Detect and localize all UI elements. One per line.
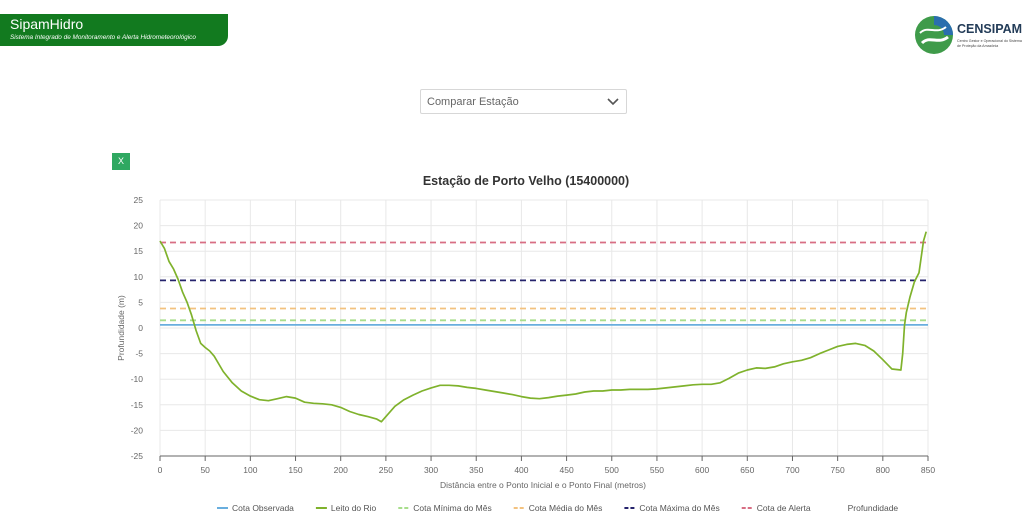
- x-tick-label: 50: [200, 465, 210, 475]
- x-tick-label: 550: [650, 465, 664, 475]
- legend-label: Cota Observada: [232, 503, 294, 513]
- chart-title: Estação de Porto Velho (15400000): [423, 174, 629, 188]
- legend-item[interactable]: Cota Média do Mês: [513, 503, 603, 513]
- legend-item[interactable]: Cota Mínima do Mês: [398, 503, 492, 513]
- x-tick-label: 500: [605, 465, 619, 475]
- x-tick-label: 300: [424, 465, 438, 475]
- x-axis-label: Distância entre o Ponto Inicial e o Pont…: [440, 480, 646, 490]
- legend-label: Cota Mínima do Mês: [413, 503, 491, 513]
- x-tick-label: 850: [921, 465, 935, 475]
- x-tick-label: 450: [559, 465, 573, 475]
- legend-label: Cota Média do Mês: [529, 503, 603, 513]
- legend-item[interactable]: Leito do Rio: [315, 503, 377, 513]
- y-tick-label: 15: [134, 246, 144, 256]
- x-tick-label: 0: [158, 465, 163, 475]
- compare-station-select[interactable]: Comparar Estação: [420, 89, 627, 114]
- y-tick-label: 25: [134, 195, 144, 205]
- logo-name: CENSIPAM: [957, 22, 1023, 36]
- y-tick-label: 10: [134, 272, 144, 282]
- x-tick-label: 350: [469, 465, 483, 475]
- logo-tagline: Centro Gestor e Operacional do Sistema d…: [957, 39, 1022, 48]
- legend-item[interactable]: Cota Máxima do Mês: [624, 503, 720, 513]
- chart-series: [159, 231, 928, 423]
- x-tick-label: 100: [243, 465, 257, 475]
- series-line-leito-do-rio: [159, 231, 928, 423]
- censipam-logo: CENSIPAM Centro Gestor e Operacional do …: [914, 14, 1024, 58]
- legend-label: Leito do Rio: [331, 503, 377, 513]
- x-tick-label: 650: [740, 465, 754, 475]
- y-tick-label: -10: [131, 374, 144, 384]
- y-tick-label: -20: [131, 425, 144, 435]
- app-brand-banner: SipamHidro Sistema Integrado de Monitora…: [0, 14, 228, 46]
- x-tick-label: 700: [785, 465, 799, 475]
- censipam-logo-icon: [915, 16, 953, 54]
- x-tick-label: 800: [876, 465, 890, 475]
- compare-station-placeholder: Comparar Estação: [427, 96, 519, 108]
- close-chart-button[interactable]: X: [112, 153, 130, 170]
- legend-item[interactable]: Cota Observada: [217, 503, 294, 513]
- legend-label: Cota de Alerta: [757, 503, 811, 513]
- chevron-down-icon: [607, 98, 619, 106]
- chart-legend: Cota Observada Leito do Rio Cota Mínima do…: [217, 503, 898, 513]
- x-tick-label: 400: [514, 465, 528, 475]
- legend-item[interactable]: Profundidade: [848, 503, 899, 513]
- legend-label: Cota Máxima do Mês: [639, 503, 719, 513]
- app-title: SipamHidro: [10, 16, 84, 32]
- legend-item[interactable]: Cota de Alerta: [741, 503, 811, 513]
- y-tick-label: 20: [134, 221, 144, 231]
- chart-grid: [159, 199, 929, 457]
- app-subtitle: Sistema Integrado de Monitoramento e Ale…: [10, 34, 196, 41]
- legend-label: Profundidade: [848, 503, 899, 513]
- y-tick-label: 5: [138, 297, 143, 307]
- y-tick-label: -25: [131, 451, 144, 461]
- x-tick-label: 200: [334, 465, 348, 475]
- x-tick-label: 250: [379, 465, 393, 475]
- y-tick-label: -15: [131, 400, 144, 410]
- x-tick-label: 600: [695, 465, 709, 475]
- y-tick-label: -5: [135, 349, 143, 359]
- y-axis-label: Profundidade (m): [116, 295, 126, 361]
- x-tick-label: 150: [288, 465, 302, 475]
- x-tick-label: 750: [831, 465, 845, 475]
- y-tick-label: 0: [138, 323, 143, 333]
